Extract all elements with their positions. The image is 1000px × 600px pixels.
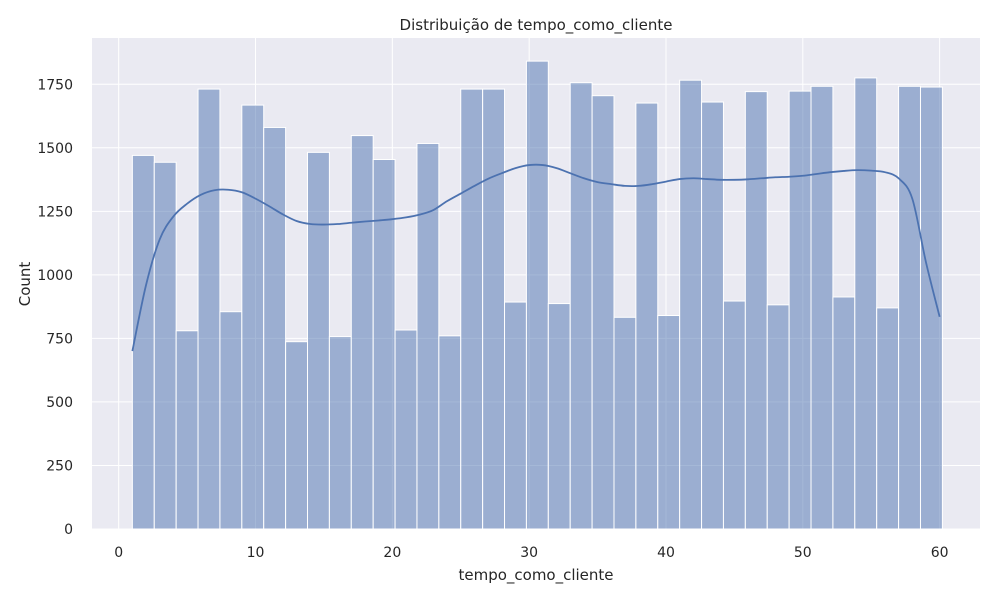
y-tick-label: 250 — [46, 458, 73, 474]
y-tick-label: 1250 — [37, 204, 73, 220]
histogram-bar — [394, 329, 418, 530]
histogram-bar — [460, 88, 484, 530]
histogram-bar — [766, 304, 790, 530]
x-tick-label: 30 — [520, 545, 538, 561]
histogram-bar — [241, 104, 265, 530]
histogram-bar — [722, 300, 746, 530]
histogram-bar — [372, 158, 396, 530]
histogram-bar — [854, 77, 878, 530]
x-tick-label: 60 — [931, 545, 949, 561]
histogram-bar — [547, 303, 571, 530]
chart-title: Distribuição de tempo_como_cliente — [400, 16, 673, 35]
histogram-bar — [307, 151, 330, 530]
y-tick-label: 500 — [46, 395, 73, 411]
histogram-bar — [350, 135, 374, 530]
kde-curve — [131, 163, 941, 352]
histogram-bar — [219, 311, 243, 530]
histogram-bar — [832, 296, 856, 530]
histogram-bar — [635, 102, 659, 530]
histogram-bar — [657, 315, 681, 530]
x-axis-ticks: 0 10 20 30 40 50 60 — [114, 545, 948, 561]
histogram-bar — [285, 341, 309, 530]
y-axis-ticks: 0 250 500 750 1000 1250 1500 1750 — [37, 77, 73, 538]
histogram-bar — [788, 90, 812, 530]
histogram-bar — [328, 336, 352, 530]
x-tick-label: 40 — [657, 545, 675, 561]
histogram-bar — [525, 60, 549, 530]
histogram-bar — [263, 126, 287, 530]
x-tick-label: 20 — [383, 545, 401, 561]
histogram-bar — [482, 88, 506, 530]
histogram-bar — [416, 142, 440, 530]
y-tick-label: 1500 — [37, 141, 73, 157]
histogram-bar — [569, 82, 593, 530]
x-tick-label: 10 — [247, 545, 265, 561]
y-tick-label: 0 — [64, 522, 73, 538]
histogram-bar — [504, 301, 527, 530]
x-tick-label: 50 — [794, 545, 812, 561]
histogram-bar — [175, 330, 199, 530]
histogram-bar — [131, 154, 155, 530]
y-tick-label: 1750 — [37, 77, 73, 93]
y-tick-label: 750 — [46, 331, 73, 347]
histogram-bar — [591, 95, 615, 530]
histogram-bar — [197, 88, 221, 530]
histogram-bars — [131, 60, 943, 530]
histogram-bar — [810, 85, 834, 530]
histogram-bar — [919, 86, 943, 530]
histogram-bar — [744, 91, 768, 530]
x-axis-label: tempo_como_cliente — [458, 566, 613, 585]
y-tick-label: 1000 — [37, 268, 73, 284]
histogram-bar — [438, 335, 462, 530]
histogram-bar — [613, 316, 637, 530]
y-axis-label: Count — [16, 262, 34, 307]
histogram-bar — [898, 85, 921, 530]
histogram-bar — [679, 79, 703, 530]
x-tick-label: 0 — [114, 545, 123, 561]
histogram-bar — [876, 307, 900, 530]
histogram-bar — [701, 101, 724, 530]
